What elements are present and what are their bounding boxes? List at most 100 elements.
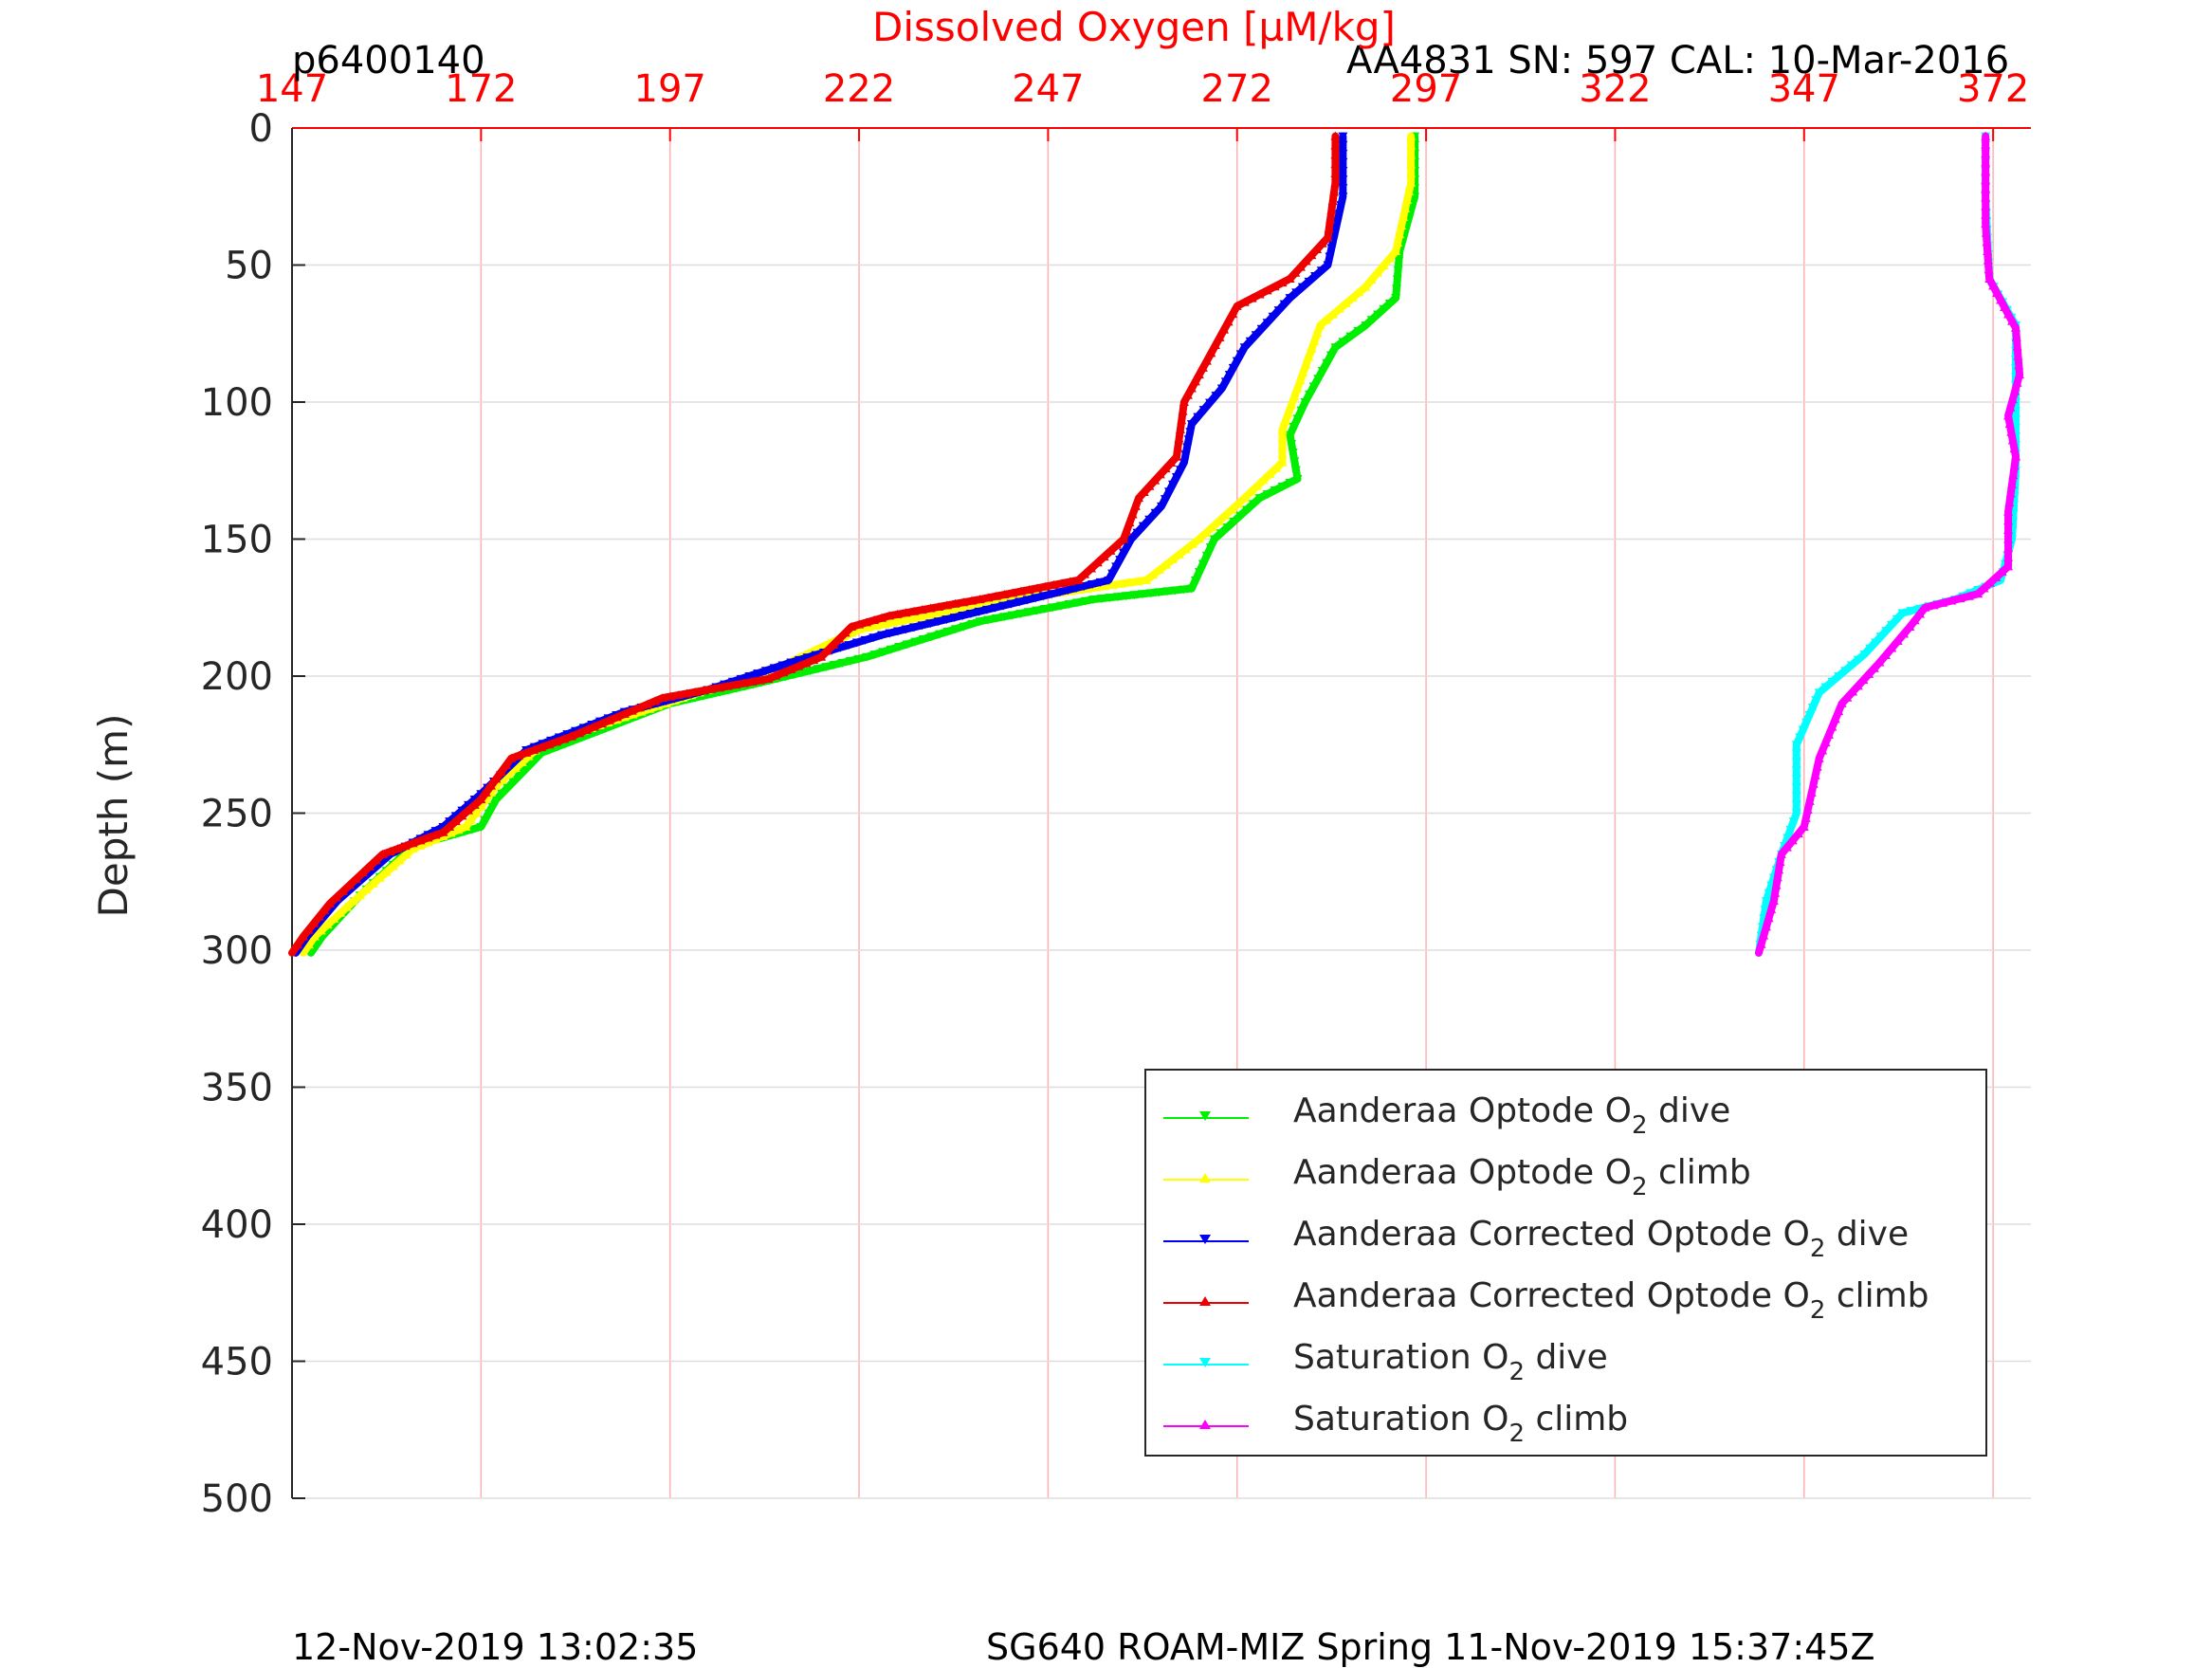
series-marker bbox=[596, 719, 607, 728]
series-marker bbox=[1787, 835, 1798, 845]
series-marker bbox=[2007, 316, 2018, 325]
series-marker bbox=[1277, 483, 1288, 492]
series-marker bbox=[1288, 449, 1298, 458]
series-marker bbox=[1393, 266, 1403, 275]
series-marker bbox=[506, 753, 517, 762]
series-marker bbox=[1804, 796, 1815, 805]
series-marker bbox=[1379, 261, 1389, 270]
series-marker bbox=[485, 780, 496, 790]
series-marker bbox=[2005, 402, 2016, 412]
series-marker bbox=[1807, 704, 1818, 713]
series-marker bbox=[1874, 657, 1885, 667]
x-tick-label: 247 bbox=[1012, 67, 1084, 111]
series-marker bbox=[1179, 585, 1189, 595]
series-marker bbox=[736, 674, 746, 684]
series-marker bbox=[844, 641, 854, 651]
series-marker bbox=[520, 766, 530, 776]
series-marker bbox=[1810, 770, 1820, 779]
series-marker bbox=[1111, 562, 1122, 572]
series-marker bbox=[1820, 738, 1831, 747]
series-marker bbox=[1155, 469, 1165, 479]
series-marker bbox=[508, 778, 519, 787]
series-marker bbox=[1992, 287, 2002, 297]
series-marker bbox=[1869, 663, 1879, 672]
series-marker bbox=[1277, 449, 1288, 458]
series-marker bbox=[1317, 366, 1327, 376]
series-marker bbox=[480, 816, 490, 825]
series-marker bbox=[991, 614, 1001, 623]
series-marker bbox=[1834, 672, 1844, 681]
series-marker bbox=[1811, 696, 1821, 706]
series-marker bbox=[1200, 528, 1211, 538]
series-marker bbox=[1322, 358, 1332, 368]
series-marker bbox=[1127, 509, 1138, 519]
series-marker bbox=[1148, 570, 1159, 579]
series-marker bbox=[1107, 579, 1118, 589]
series-marker bbox=[2003, 516, 2014, 525]
series-marker bbox=[1338, 184, 1348, 193]
series-marker bbox=[809, 655, 819, 665]
series-marker bbox=[1121, 592, 1131, 601]
series-marker bbox=[438, 827, 448, 836]
series-marker bbox=[316, 926, 326, 935]
series-marker bbox=[950, 625, 960, 634]
series-marker bbox=[1006, 599, 1016, 609]
series-marker bbox=[1330, 227, 1341, 236]
series-marker bbox=[619, 708, 630, 718]
series-marker bbox=[1791, 775, 1801, 784]
series-marker bbox=[1235, 350, 1246, 359]
series-marker bbox=[1361, 321, 1371, 331]
footer-mission: SG640 ROAM-MIZ Spring 11-Nov-2019 15:37:… bbox=[986, 1626, 1875, 1668]
series-marker bbox=[1186, 383, 1197, 393]
series-marker bbox=[1297, 283, 1307, 292]
series-marker bbox=[1334, 210, 1344, 219]
series-marker bbox=[469, 799, 480, 809]
series-marker bbox=[1080, 569, 1090, 578]
series-marker bbox=[1210, 340, 1220, 350]
series-marker bbox=[1115, 556, 1125, 565]
series-marker bbox=[1023, 608, 1033, 617]
series-marker bbox=[1080, 596, 1090, 606]
series-marker bbox=[896, 615, 906, 625]
series-marker bbox=[1145, 589, 1156, 598]
x-tick-label: 347 bbox=[1768, 67, 1840, 111]
series-marker bbox=[1791, 766, 1801, 776]
series-marker bbox=[973, 600, 983, 610]
series-marker bbox=[1205, 398, 1216, 408]
series-marker bbox=[1308, 382, 1319, 392]
series-marker bbox=[2011, 451, 2021, 461]
series-marker bbox=[1301, 256, 1311, 266]
series-marker bbox=[1229, 517, 1239, 526]
series-marker bbox=[1818, 745, 1828, 755]
series-marker bbox=[941, 600, 952, 610]
series-marker bbox=[1216, 529, 1226, 539]
series-marker bbox=[2003, 309, 2014, 319]
series-marker bbox=[966, 596, 977, 605]
series-marker bbox=[2003, 411, 2014, 420]
series-marker bbox=[1310, 272, 1321, 282]
series-marker bbox=[1182, 443, 1193, 452]
series-marker bbox=[503, 783, 513, 793]
series-marker bbox=[905, 614, 915, 624]
series-marker bbox=[1327, 196, 1338, 206]
series-marker bbox=[950, 598, 960, 608]
series-marker bbox=[1312, 328, 1323, 338]
series-marker bbox=[1175, 466, 1185, 475]
tick-labels: 147 172 197 222 247 272 297 322 347 372 0 50 100 150 2… bbox=[201, 67, 2030, 1521]
series-marker bbox=[755, 675, 765, 685]
series-marker bbox=[1134, 493, 1144, 503]
series-marker bbox=[1307, 250, 1317, 260]
series-marker bbox=[747, 677, 758, 687]
series-marker bbox=[909, 623, 920, 632]
series-marker bbox=[464, 805, 474, 815]
x-tick-label: 372 bbox=[1957, 67, 2029, 111]
series-marker bbox=[1138, 522, 1148, 531]
series-marker bbox=[1324, 223, 1334, 232]
series-marker bbox=[1107, 569, 1118, 578]
series-marker bbox=[1761, 896, 1771, 906]
series-marker bbox=[884, 611, 894, 620]
series-marker bbox=[862, 652, 872, 662]
series-marker bbox=[1759, 930, 1769, 940]
series-marker bbox=[1764, 913, 1774, 923]
series-marker bbox=[1292, 414, 1303, 424]
